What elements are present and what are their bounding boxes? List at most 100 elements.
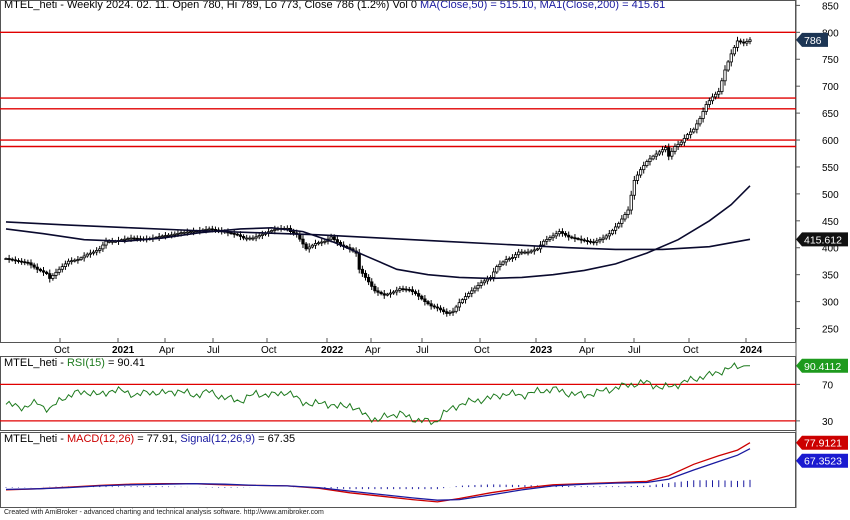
candle-body	[557, 231, 561, 235]
candle-body	[10, 258, 14, 261]
rsi-pane-frame	[0, 356, 796, 431]
candle-body	[191, 230, 196, 233]
candle-body	[657, 151, 661, 155]
macd-header-symbol: MTEL_heti	[4, 433, 58, 445]
candle-body	[742, 41, 746, 44]
x-tick-label: Apr	[159, 345, 175, 356]
rsi-badge: 90.4112	[804, 361, 841, 373]
signal-badge-bg	[796, 453, 848, 468]
x-tick-label: Oct	[683, 345, 699, 356]
x-tick-label: Oct	[474, 345, 490, 356]
last-price-badge-bg	[796, 32, 828, 47]
candle-body	[726, 61, 730, 71]
candle-body	[32, 264, 36, 268]
candle-body	[45, 271, 49, 275]
price-header: MTEL_heti - Weekly 2024. 02. 11. Open 78…	[4, 0, 665, 11]
candle-body	[307, 246, 311, 250]
candle-body	[407, 288, 411, 291]
y-tick-label: 450	[822, 217, 839, 228]
candle-body	[23, 261, 27, 264]
x-tick-label: 2021	[112, 345, 135, 356]
candle-body	[410, 289, 414, 293]
candle-body	[401, 288, 405, 291]
candle-body	[526, 251, 530, 254]
candle-body	[38, 268, 42, 272]
candle-body	[7, 258, 11, 260]
candle-body	[748, 39, 752, 42]
signal-line	[5, 448, 751, 501]
candle-body	[717, 91, 721, 95]
candle-body	[76, 259, 80, 261]
candle-body	[638, 169, 643, 176]
x-tick-label: 2022	[321, 345, 344, 356]
candle-body	[692, 128, 696, 133]
y-tick-label: 400	[822, 244, 839, 255]
y-tick-label: 750	[822, 55, 839, 66]
ma200-badge: 415.612	[804, 234, 842, 246]
candle-body	[617, 223, 621, 228]
macd-badge: 77.9121	[804, 438, 842, 450]
candle-body	[132, 237, 136, 240]
candle-body	[732, 46, 736, 55]
candle-body	[448, 311, 452, 314]
candle-body	[545, 239, 549, 242]
candle-body	[729, 53, 733, 63]
candle-body	[360, 268, 364, 274]
candle-body	[398, 288, 402, 291]
x-tick-label: Oct	[261, 345, 277, 356]
last-price-badge: 786	[804, 35, 822, 47]
candle-body	[157, 236, 161, 239]
candle-body	[310, 244, 314, 248]
candle-body	[676, 143, 680, 147]
candle-body	[54, 271, 58, 276]
candle-body	[363, 272, 368, 278]
candle-body	[701, 111, 705, 119]
candle-body	[648, 158, 652, 162]
candle-body	[670, 150, 674, 157]
candle-body	[91, 251, 96, 254]
candle-body	[651, 155, 655, 160]
candle-body	[176, 232, 180, 235]
candle-body	[592, 241, 596, 244]
candle-body	[467, 293, 471, 297]
candle-body	[479, 282, 483, 286]
candle-body	[585, 240, 590, 242]
candle-body	[335, 239, 339, 243]
candle-body	[454, 306, 458, 312]
candle-body	[513, 254, 518, 258]
candle-body	[160, 235, 164, 238]
candle-body	[495, 266, 499, 273]
candle-body	[376, 290, 380, 293]
candle-body	[604, 235, 608, 239]
candle-body	[379, 291, 383, 295]
candle-body	[517, 251, 521, 256]
candle-body	[520, 251, 524, 254]
candle-body	[620, 218, 624, 224]
ma50-line	[5, 185, 751, 280]
candle-body	[635, 174, 640, 181]
candle-body	[257, 235, 261, 238]
candle-body	[548, 237, 552, 240]
candle-body	[104, 240, 108, 246]
candle-body	[457, 302, 461, 308]
y-tick-label: 700	[822, 82, 839, 93]
candle-body	[101, 244, 105, 250]
candle-body	[170, 234, 174, 237]
candle-body	[542, 240, 546, 246]
candle-body	[423, 298, 427, 303]
candle-body	[629, 194, 633, 211]
candle-body	[445, 311, 449, 314]
price-header-ma50: MA(Close,50) = 515.10,	[420, 0, 537, 11]
candle-body	[320, 241, 324, 244]
candle-body	[529, 250, 533, 253]
y-tick-label: 850	[822, 1, 839, 12]
x-tick-label: Jul	[416, 345, 429, 356]
candle-body	[607, 233, 611, 237]
rsi-y-tick-label: 70	[822, 380, 834, 391]
candle-body	[123, 238, 127, 241]
rsi-y-tick-label: 30	[822, 417, 834, 428]
candle-body	[48, 273, 52, 279]
candle-body	[560, 231, 565, 234]
candle-body	[654, 153, 658, 157]
